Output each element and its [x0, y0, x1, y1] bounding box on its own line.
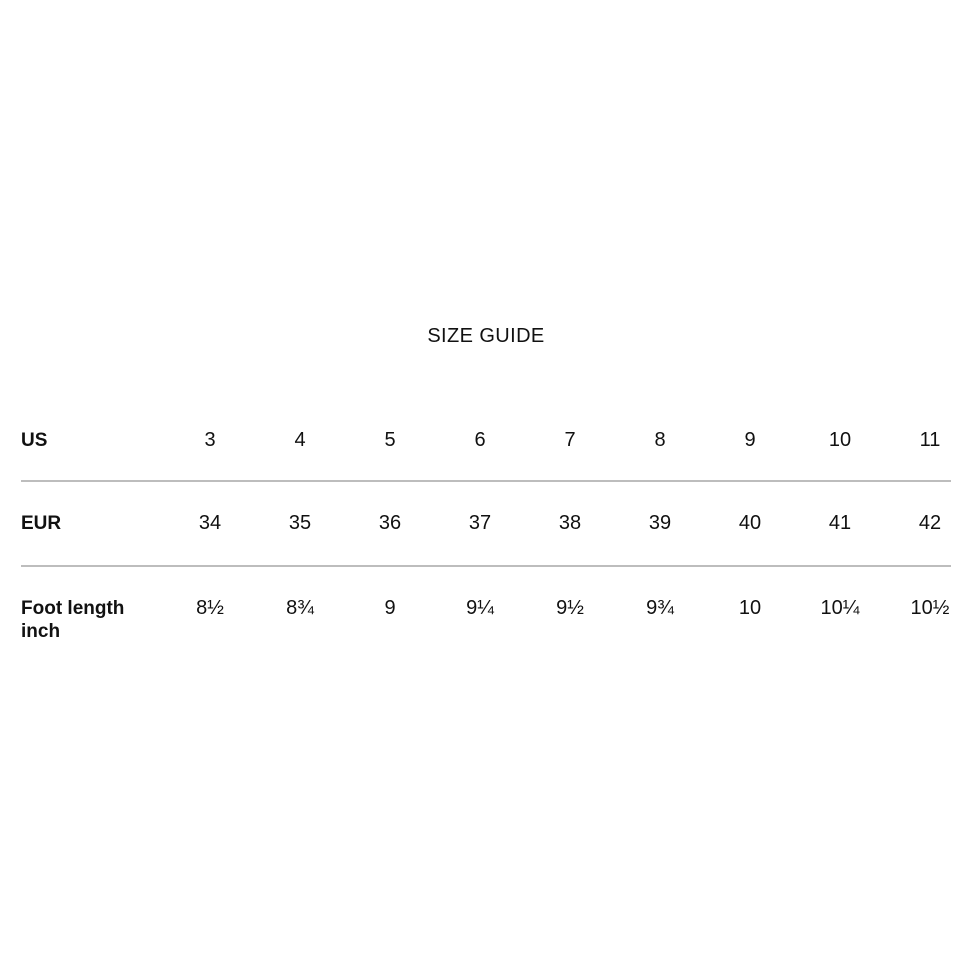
size-value: 36: [378, 512, 402, 534]
size-value: 39: [648, 512, 672, 534]
row-label: US: [21, 429, 48, 451]
size-value: 10: [828, 428, 852, 451]
size-value: 10½: [910, 597, 950, 619]
row-label: EUR: [21, 513, 62, 534]
size-value: 9: [744, 428, 756, 451]
table-row: EUR 34 35 36 37 38 39 40 41 42: [21, 482, 972, 565]
size-value: 10: [738, 597, 762, 619]
size-value: 40: [738, 512, 762, 534]
table-row: Foot length inch 8½ 8¾ 9 9¼ 9½ 9¾ 10 10¼ 10½: [21, 567, 972, 643]
size-value: 7: [564, 428, 576, 451]
size-value: 5: [384, 428, 396, 451]
row-divider: [21, 480, 951, 482]
size-value: 37: [468, 512, 492, 534]
row-label: Foot length inch: [21, 598, 125, 642]
table-row: US 3 4 5 6 7 8 9 10 11: [21, 400, 972, 480]
size-value: 38: [558, 512, 582, 534]
size-value: 10¼: [820, 597, 860, 619]
size-value: 8½: [196, 597, 224, 619]
size-value: 9¼: [466, 597, 494, 619]
size-value: 8: [654, 428, 666, 451]
size-value: 8¾: [286, 597, 314, 619]
size-value: 41: [828, 512, 852, 534]
row-divider: [21, 565, 951, 567]
page-title: SIZE GUIDE: [427, 325, 545, 347]
size-value: 9: [384, 597, 396, 619]
size-value: 4: [294, 428, 306, 451]
size-value: 35: [288, 512, 312, 534]
size-value: 3: [204, 428, 216, 451]
size-value: 11: [919, 428, 941, 451]
size-table-body: US 3 4 5 6 7 8 9 10 11 EUR 34 35 36 37 38 39 40 41 42 Foot l…: [21, 400, 972, 643]
size-value: 6: [474, 428, 486, 451]
size-value: 34: [198, 512, 222, 534]
size-value: 9¾: [646, 597, 674, 619]
size-value: 42: [918, 512, 942, 534]
size-value: 9½: [556, 597, 584, 619]
